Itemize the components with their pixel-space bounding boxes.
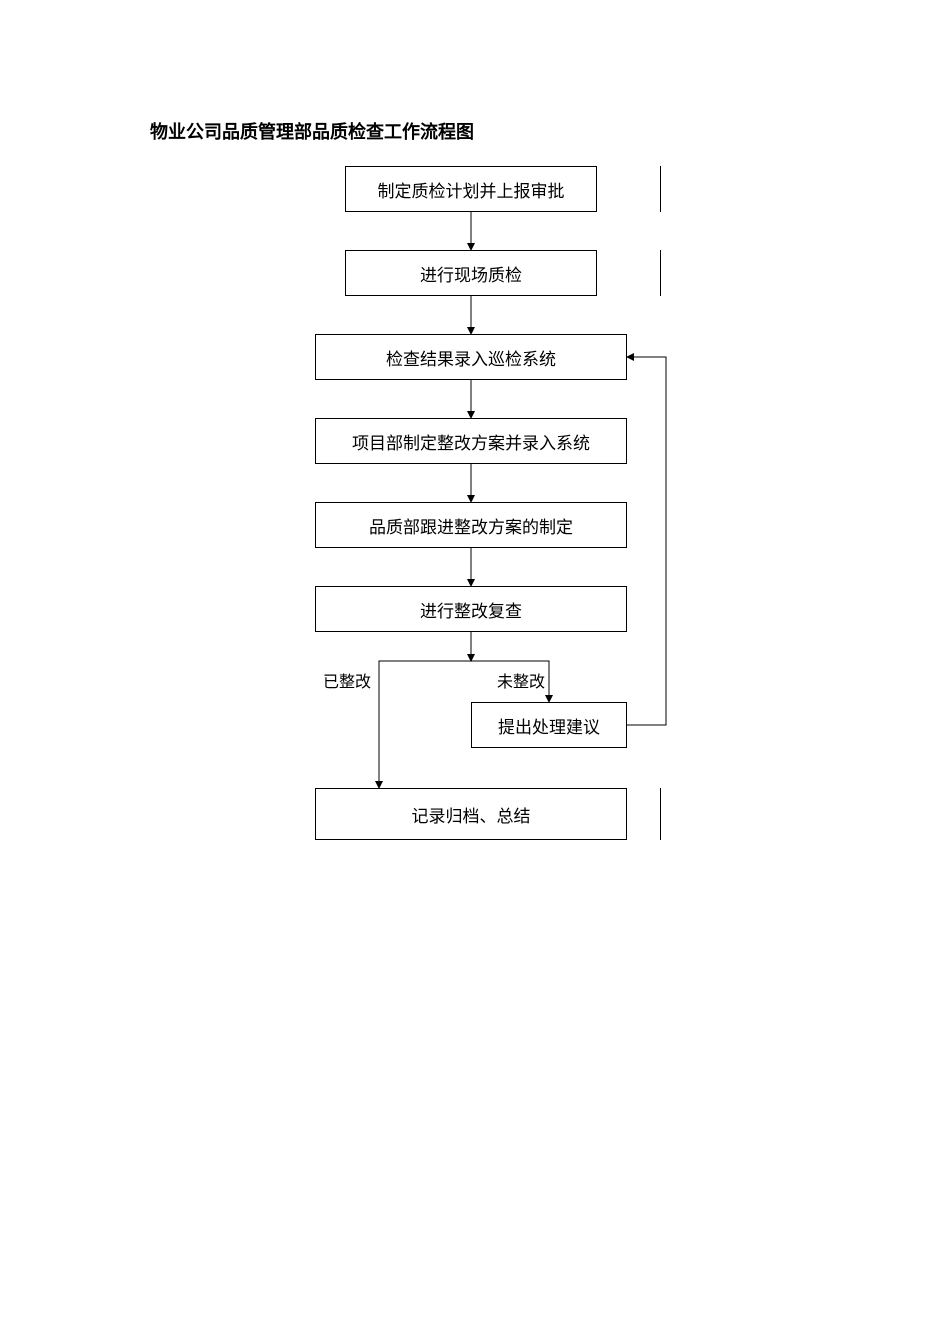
flowchart-side-tick-0 [660,166,661,212]
flowchart-node-n5: 品质部跟进整改方案的制定 [315,502,627,548]
flowchart-node-n2: 进行现场质检 [345,250,597,296]
flowchart-label-l2: 未整改 [497,668,545,692]
flowchart-label-l1: 已整改 [323,668,371,692]
flowchart-node-n1: 制定质检计划并上报审批 [345,166,597,212]
flowchart-edge-6 [379,661,471,788]
flowchart-side-tick-1 [660,250,661,296]
flowchart-node-n6: 进行整改复查 [315,586,627,632]
flowchart-node-n8: 记录归档、总结 [315,788,627,840]
flowchart-edge-8 [627,357,666,725]
flowchart-node-n4: 项目部制定整改方案并录入系统 [315,418,627,464]
flowchart-node-n3: 检查结果录入巡检系统 [315,334,627,380]
flowchart-node-n7: 提出处理建议 [471,702,627,748]
flowchart-side-tick-2 [660,788,661,840]
flowchart: 制定质检计划并上报审批进行现场质检检查结果录入巡检系统项目部制定整改方案并录入系… [0,0,945,1337]
